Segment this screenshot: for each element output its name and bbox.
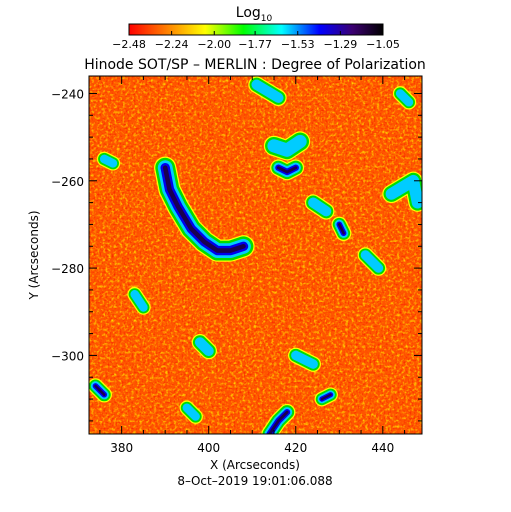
x-axis-ticks: 380 400 420 440 bbox=[99, 76, 406, 455]
x-tick-label: 380 bbox=[110, 441, 133, 455]
x-tick-label: 420 bbox=[284, 441, 307, 455]
colorbar-tick-label: −1.53 bbox=[281, 38, 315, 51]
colorbar-tick-label: −2.24 bbox=[155, 38, 189, 51]
colorbar-ticks: −2.48 −2.24 −2.00 −1.77 −1.53 −1.29 −1.05 bbox=[112, 31, 400, 51]
colorbar-tick-label: −2.00 bbox=[197, 38, 231, 51]
y-axis-ticks: −240 −260 −280 −300 bbox=[51, 87, 422, 422]
polarization-feature-medium-layer2 bbox=[130, 290, 148, 312]
y-tick-label: −240 bbox=[51, 87, 84, 101]
y-axis-label: Y (Arcseconds) bbox=[27, 210, 41, 300]
x-tick-label: 400 bbox=[197, 441, 220, 455]
polarization-features bbox=[89, 76, 422, 434]
polarization-feature-medium-layer2 bbox=[291, 350, 318, 369]
polarization-feature-medium-layer2 bbox=[267, 134, 307, 157]
y-tick-label: −260 bbox=[51, 175, 84, 189]
polarization-feature-strong-layer4 bbox=[162, 165, 246, 253]
polarization-feature-medium-layer2 bbox=[182, 403, 200, 421]
x-tick-label: 440 bbox=[371, 441, 394, 455]
y-tick-label: −280 bbox=[51, 262, 84, 276]
colorbar: Log10 −2.48 −2.24 −2.00 −1.77 −1.53 −1.29 −1.0… bbox=[112, 5, 400, 51]
colorbar-tick-label: −1.29 bbox=[324, 38, 358, 51]
heatmap-image bbox=[89, 76, 422, 434]
polarization-feature-medium-layer2 bbox=[251, 79, 284, 103]
polarization-feature-medium-layer2 bbox=[395, 89, 414, 107]
colorbar-tick-label: −1.77 bbox=[238, 38, 272, 51]
plot-frame bbox=[88, 75, 423, 435]
polarization-feature-medium-layer2 bbox=[99, 154, 118, 168]
polarization-feature-strong-layer4 bbox=[276, 166, 298, 174]
polarization-feature-strong-layer4 bbox=[268, 410, 289, 434]
colorbar-gradient bbox=[128, 23, 384, 36]
colorbar-tick-label: −1.05 bbox=[366, 38, 400, 51]
timestamp: 8–Oct–2019 19:01:06.088 bbox=[177, 474, 332, 488]
colorbar-label: Log10 bbox=[236, 5, 273, 24]
polarization-feature-medium-layer2 bbox=[360, 250, 384, 273]
polarization-feature-medium-layer2 bbox=[385, 174, 422, 209]
x-axis-label: X (Arcseconds) bbox=[210, 458, 300, 472]
colorbar-tick-label: −2.48 bbox=[112, 38, 146, 51]
polarization-feature-medium-layer2 bbox=[308, 197, 332, 217]
polarization-feature-strong-layer4 bbox=[320, 393, 332, 401]
polarization-feature-medium-layer2 bbox=[194, 337, 214, 357]
polarization-feature-strong-layer4 bbox=[94, 384, 106, 396]
chart-title: Hinode SOT/SP – MERLIN : Degree of Polar… bbox=[84, 57, 426, 73]
polarization-feature-strong-layer4 bbox=[338, 223, 345, 235]
y-tick-label: −300 bbox=[51, 349, 84, 363]
